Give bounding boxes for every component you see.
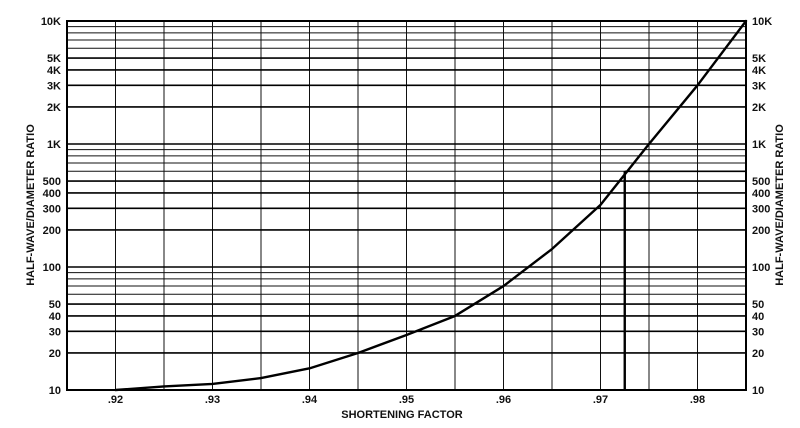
y-tick-label-left: 5K <box>47 53 61 65</box>
y-tick-label-right: 4K <box>752 65 766 77</box>
y-tick-label-left: 200 <box>43 225 61 237</box>
y-tick-label-right: 2K <box>752 102 766 114</box>
y-tick-label-right: 100 <box>752 262 770 274</box>
y-tick-label-left: 10K <box>41 16 61 28</box>
x-tick-label: .98 <box>690 394 705 406</box>
y-tick-label-right: 300 <box>752 203 770 215</box>
y-tick-label-right: 200 <box>752 225 770 237</box>
y-tick-label-right: 10K <box>752 16 772 28</box>
y-tick-label-left: 20 <box>49 348 61 360</box>
y-tick-label-right: 400 <box>752 188 770 200</box>
y-tick-label-left: 100 <box>43 262 61 274</box>
y-tick-label-right: 1K <box>752 139 766 151</box>
plot-border <box>66 20 747 391</box>
y-tick-label-left: 400 <box>43 188 61 200</box>
y-tick-label-left: 3K <box>47 80 61 92</box>
y-tick-label-right: 3K <box>752 80 766 92</box>
y-tick-label-left: 30 <box>49 326 61 338</box>
x-axis-title: SHORTENING FACTOR <box>341 409 462 421</box>
x-tick-label: .97 <box>593 394 608 406</box>
x-tick-label: .96 <box>496 394 511 406</box>
y-tick-label-right: 50 <box>752 299 764 311</box>
x-tick-label: .92 <box>108 394 123 406</box>
plot-frame <box>66 20 747 391</box>
y-tick-label-left: 2K <box>47 102 61 114</box>
y-tick-label-left: 50 <box>49 299 61 311</box>
y-tick-label-left: 10 <box>49 385 61 397</box>
y-axis-title-left: HALF-WAVE/DIAMETER RATIO <box>25 124 37 286</box>
x-tick-label: .93 <box>205 394 220 406</box>
y-tick-label-left: 500 <box>43 176 61 188</box>
y-axis-title-right: HALF-WAVE/DIAMETER RATIO <box>774 124 786 286</box>
y-tick-label-right: 5K <box>752 53 766 65</box>
y-tick-label-right: 40 <box>752 311 764 323</box>
x-tick-labels: .92 .93 .94 .95 .96 .97 .98 <box>108 394 705 406</box>
y-tick-label-left: 300 <box>43 203 61 215</box>
series-layer <box>114 19 748 392</box>
y-tick-label-left: 4K <box>47 65 61 77</box>
x-tick-label: .95 <box>399 394 414 406</box>
annotation-layer <box>623 170 746 390</box>
y-tick-label-right: 500 <box>752 176 770 188</box>
y-tick-label-left: 40 <box>49 311 61 323</box>
y-tick-label-right: 30 <box>752 326 764 338</box>
grid-major-lines <box>67 20 746 391</box>
x-tick-label: .94 <box>302 394 318 406</box>
y-tick-label-right: 20 <box>752 348 764 360</box>
series-line-0 <box>114 19 748 392</box>
y-tick-label-right: 10 <box>752 385 764 397</box>
y-tick-label-left: 1K <box>47 139 61 151</box>
